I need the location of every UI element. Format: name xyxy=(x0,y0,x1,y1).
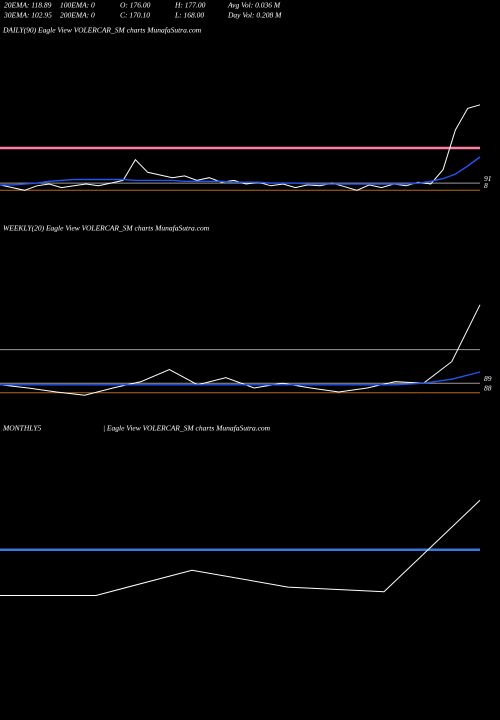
header-stat: 30EMA: 102.95 xyxy=(3,11,52,20)
header-stat: Avg Vol: 0.036 M xyxy=(227,1,281,10)
header-stat: H: 177.00 xyxy=(174,1,206,10)
panel-subtitle: | Eagle View VOLERCAR_SM charts MunafaSu… xyxy=(103,424,271,433)
header-stat: L: 168.00 xyxy=(174,11,204,20)
level-label: 91 xyxy=(484,174,492,183)
price-line xyxy=(0,371,481,386)
panel-title: WEEKLY(20) Eagle View VOLERCAR_SM charts… xyxy=(3,224,210,233)
level-label: 8 xyxy=(484,181,488,190)
price-line xyxy=(0,304,481,396)
level-label: 88 xyxy=(484,384,492,393)
price-line xyxy=(0,499,481,596)
header-stat: 100EMA: 0 xyxy=(60,1,95,10)
panel-title: DAILY(90) Eagle View VOLERCAR_SM charts … xyxy=(2,26,202,35)
level-label: 89 xyxy=(484,374,492,383)
price-line xyxy=(0,156,481,186)
panel-title: MONTHLY5 xyxy=(2,424,41,433)
header-stat: Day Vol: 0.208 M xyxy=(227,11,282,20)
header-stat: 200EMA: 0 xyxy=(60,11,95,20)
header-stat: C: 170.10 xyxy=(120,11,150,20)
header-stat: 20EMA: 118.89 xyxy=(4,1,52,10)
header-stat: O: 176.00 xyxy=(120,1,151,10)
